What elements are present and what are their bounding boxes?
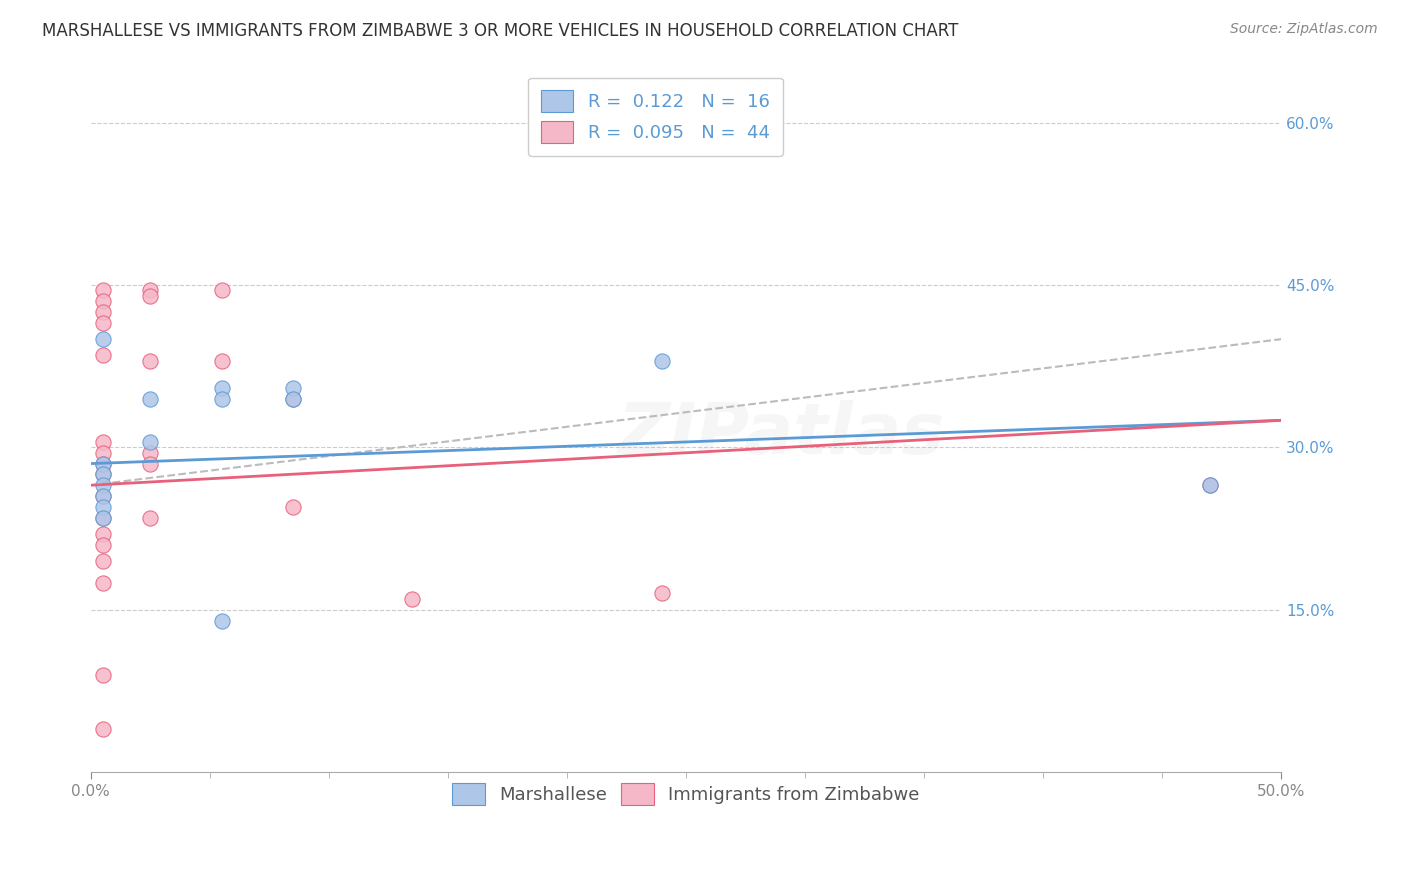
Point — [651, 353, 673, 368]
Point — [139, 392, 162, 406]
Point — [1199, 478, 1222, 492]
Point — [281, 392, 304, 406]
Point — [401, 591, 423, 606]
Point — [211, 353, 233, 368]
Point — [91, 489, 114, 503]
Point — [91, 457, 114, 471]
Point — [91, 510, 114, 524]
Point — [211, 381, 233, 395]
Text: ZIPatlas: ZIPatlas — [617, 400, 945, 469]
Point — [139, 289, 162, 303]
Point — [139, 457, 162, 471]
Point — [91, 332, 114, 346]
Point — [139, 510, 162, 524]
Point — [211, 392, 233, 406]
Point — [139, 434, 162, 449]
Point — [91, 467, 114, 482]
Point — [91, 467, 114, 482]
Point — [91, 478, 114, 492]
Point — [91, 457, 114, 471]
Point — [139, 353, 162, 368]
Point — [91, 446, 114, 460]
Point — [651, 586, 673, 600]
Point — [91, 434, 114, 449]
Point — [91, 538, 114, 552]
Point — [91, 489, 114, 503]
Point — [91, 722, 114, 736]
Legend: Marshallese, Immigrants from Zimbabwe: Marshallese, Immigrants from Zimbabwe — [441, 772, 931, 816]
Point — [1199, 478, 1222, 492]
Point — [139, 284, 162, 298]
Point — [139, 446, 162, 460]
Point — [281, 381, 304, 395]
Point — [211, 284, 233, 298]
Point — [91, 305, 114, 319]
Point — [91, 527, 114, 541]
Point — [211, 614, 233, 628]
Text: MARSHALLESE VS IMMIGRANTS FROM ZIMBABWE 3 OR MORE VEHICLES IN HOUSEHOLD CORRELAT: MARSHALLESE VS IMMIGRANTS FROM ZIMBABWE … — [42, 22, 959, 40]
Point — [91, 348, 114, 362]
Text: Source: ZipAtlas.com: Source: ZipAtlas.com — [1230, 22, 1378, 37]
Point — [91, 510, 114, 524]
Point — [91, 284, 114, 298]
Point — [91, 500, 114, 514]
Point — [281, 392, 304, 406]
Point — [91, 667, 114, 681]
Point — [91, 575, 114, 590]
Point — [281, 500, 304, 514]
Point — [91, 294, 114, 309]
Point — [91, 554, 114, 568]
Point — [91, 316, 114, 330]
